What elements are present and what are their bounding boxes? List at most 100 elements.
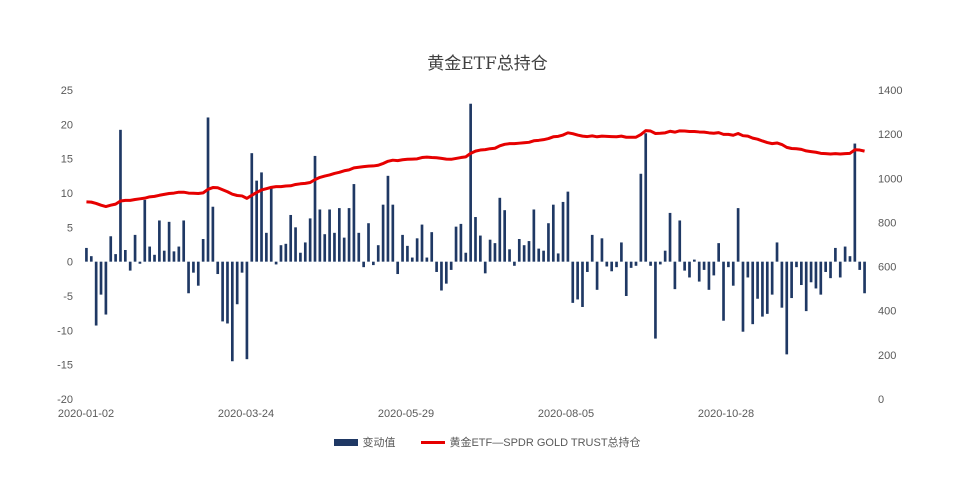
bar-mark: [265, 232, 268, 262]
bar-mark: [294, 227, 297, 262]
bar-mark: [192, 261, 195, 273]
bar-mark: [415, 238, 419, 262]
bar-mark: [255, 180, 258, 262]
bar-mark: [576, 261, 579, 300]
bar-mark: [858, 261, 862, 270]
bar-mark: [362, 261, 365, 268]
bar-mark: [751, 261, 755, 325]
bar-mark: [629, 261, 633, 268]
bar-mark: [503, 210, 507, 262]
bar-mark: [352, 184, 356, 262]
left-tick-label: -5: [63, 291, 73, 303]
bar-mark: [182, 220, 186, 262]
bar-mark: [804, 261, 808, 312]
bar-mark: [561, 201, 565, 262]
bar-mark: [775, 242, 779, 262]
bar-mark: [153, 254, 156, 262]
bar-mark: [834, 247, 837, 262]
bar-mark: [731, 261, 735, 286]
bar-mark: [634, 261, 638, 266]
bar-mark: [600, 238, 604, 262]
bar-mark: [595, 261, 599, 290]
bar-mark: [201, 239, 205, 262]
bar-mark: [663, 250, 667, 262]
bar-mark: [756, 261, 759, 299]
holdings-line: [86, 129, 865, 209]
bar-mark: [128, 261, 132, 271]
bar-mark: [337, 208, 341, 262]
bar-mark: [795, 261, 798, 268]
legend-swatch-line: [421, 440, 446, 444]
bar-mark: [406, 245, 409, 262]
x-tick-label: 2020-05-29: [378, 408, 434, 420]
bar-mark: [838, 261, 842, 278]
bar-mark: [697, 261, 701, 282]
bar-mark: [668, 212, 672, 262]
bar-mark: [673, 261, 677, 290]
bar-mark: [245, 261, 249, 360]
bar-mark: [410, 257, 414, 262]
bar-mark: [250, 153, 254, 262]
bar-mark: [104, 261, 108, 315]
left-tick-label: 25: [61, 85, 73, 97]
bar-mark: [809, 261, 813, 283]
bar-mark: [284, 243, 288, 262]
bar-mark: [444, 261, 448, 284]
right-tick-label: 200: [878, 350, 896, 362]
bar-mark: [386, 175, 390, 262]
bar-mark: [158, 220, 161, 262]
legend-label-bars: 变动值: [362, 437, 396, 449]
bar-mark: [440, 261, 443, 291]
bar-mark: [313, 155, 317, 262]
bar-mark: [143, 199, 147, 262]
bar-mark: [396, 261, 400, 275]
bar-mark: [586, 261, 589, 272]
bar-mark: [517, 239, 521, 262]
bar-mark: [260, 172, 263, 262]
bar-mark: [853, 143, 857, 262]
right-tick-label: 1200: [878, 129, 902, 141]
bar-mark: [610, 261, 614, 272]
bar-mark: [435, 261, 438, 272]
legend-item-bars: 变动值: [334, 434, 395, 450]
right-tick-label: 0: [878, 394, 884, 406]
bar-mark: [800, 261, 803, 286]
bar-mark: [649, 261, 652, 266]
bar-mark: [537, 248, 541, 262]
bar-mark: [620, 242, 623, 262]
left-tick-label: 15: [61, 154, 73, 166]
bar-mark: [683, 261, 686, 271]
bar-mark: [469, 103, 472, 262]
bar-mark: [863, 261, 866, 294]
bar-mark: [303, 242, 307, 262]
bar-mark: [717, 243, 720, 262]
bar-mark: [819, 261, 823, 295]
bar-mark: [226, 261, 229, 324]
bar-mark: [342, 237, 346, 262]
bar-mark: [274, 261, 278, 265]
left-tick-label: -15: [57, 360, 73, 372]
bar-mark: [449, 261, 453, 270]
bar-mark: [556, 253, 560, 262]
bar-mark: [780, 261, 784, 308]
bar-mark: [479, 235, 482, 262]
left-tick-label: -10: [57, 325, 73, 337]
bar-mark: [391, 204, 395, 262]
bar-mark: [430, 232, 434, 262]
legend-label-line: 黄金ETF—SPDR GOLD TRUST总持仓: [449, 437, 641, 449]
bar-mark: [162, 250, 166, 262]
bar-mark: [848, 256, 852, 262]
bar-mark: [824, 261, 827, 272]
bar-mark: [148, 246, 151, 262]
bar-mark: [654, 261, 657, 339]
bar-mark: [318, 209, 322, 262]
bar-mark: [693, 259, 696, 262]
bar-mark: [269, 187, 273, 262]
left-tick-label: 5: [67, 222, 73, 234]
bar-mark: [172, 251, 176, 262]
left-tick-label: 10: [61, 188, 73, 200]
left-tick-label: 20: [61, 119, 73, 131]
bar-mark: [124, 249, 127, 262]
chart-title: 黄金ETF总持仓: [427, 54, 548, 74]
bar-mark: [542, 250, 545, 262]
